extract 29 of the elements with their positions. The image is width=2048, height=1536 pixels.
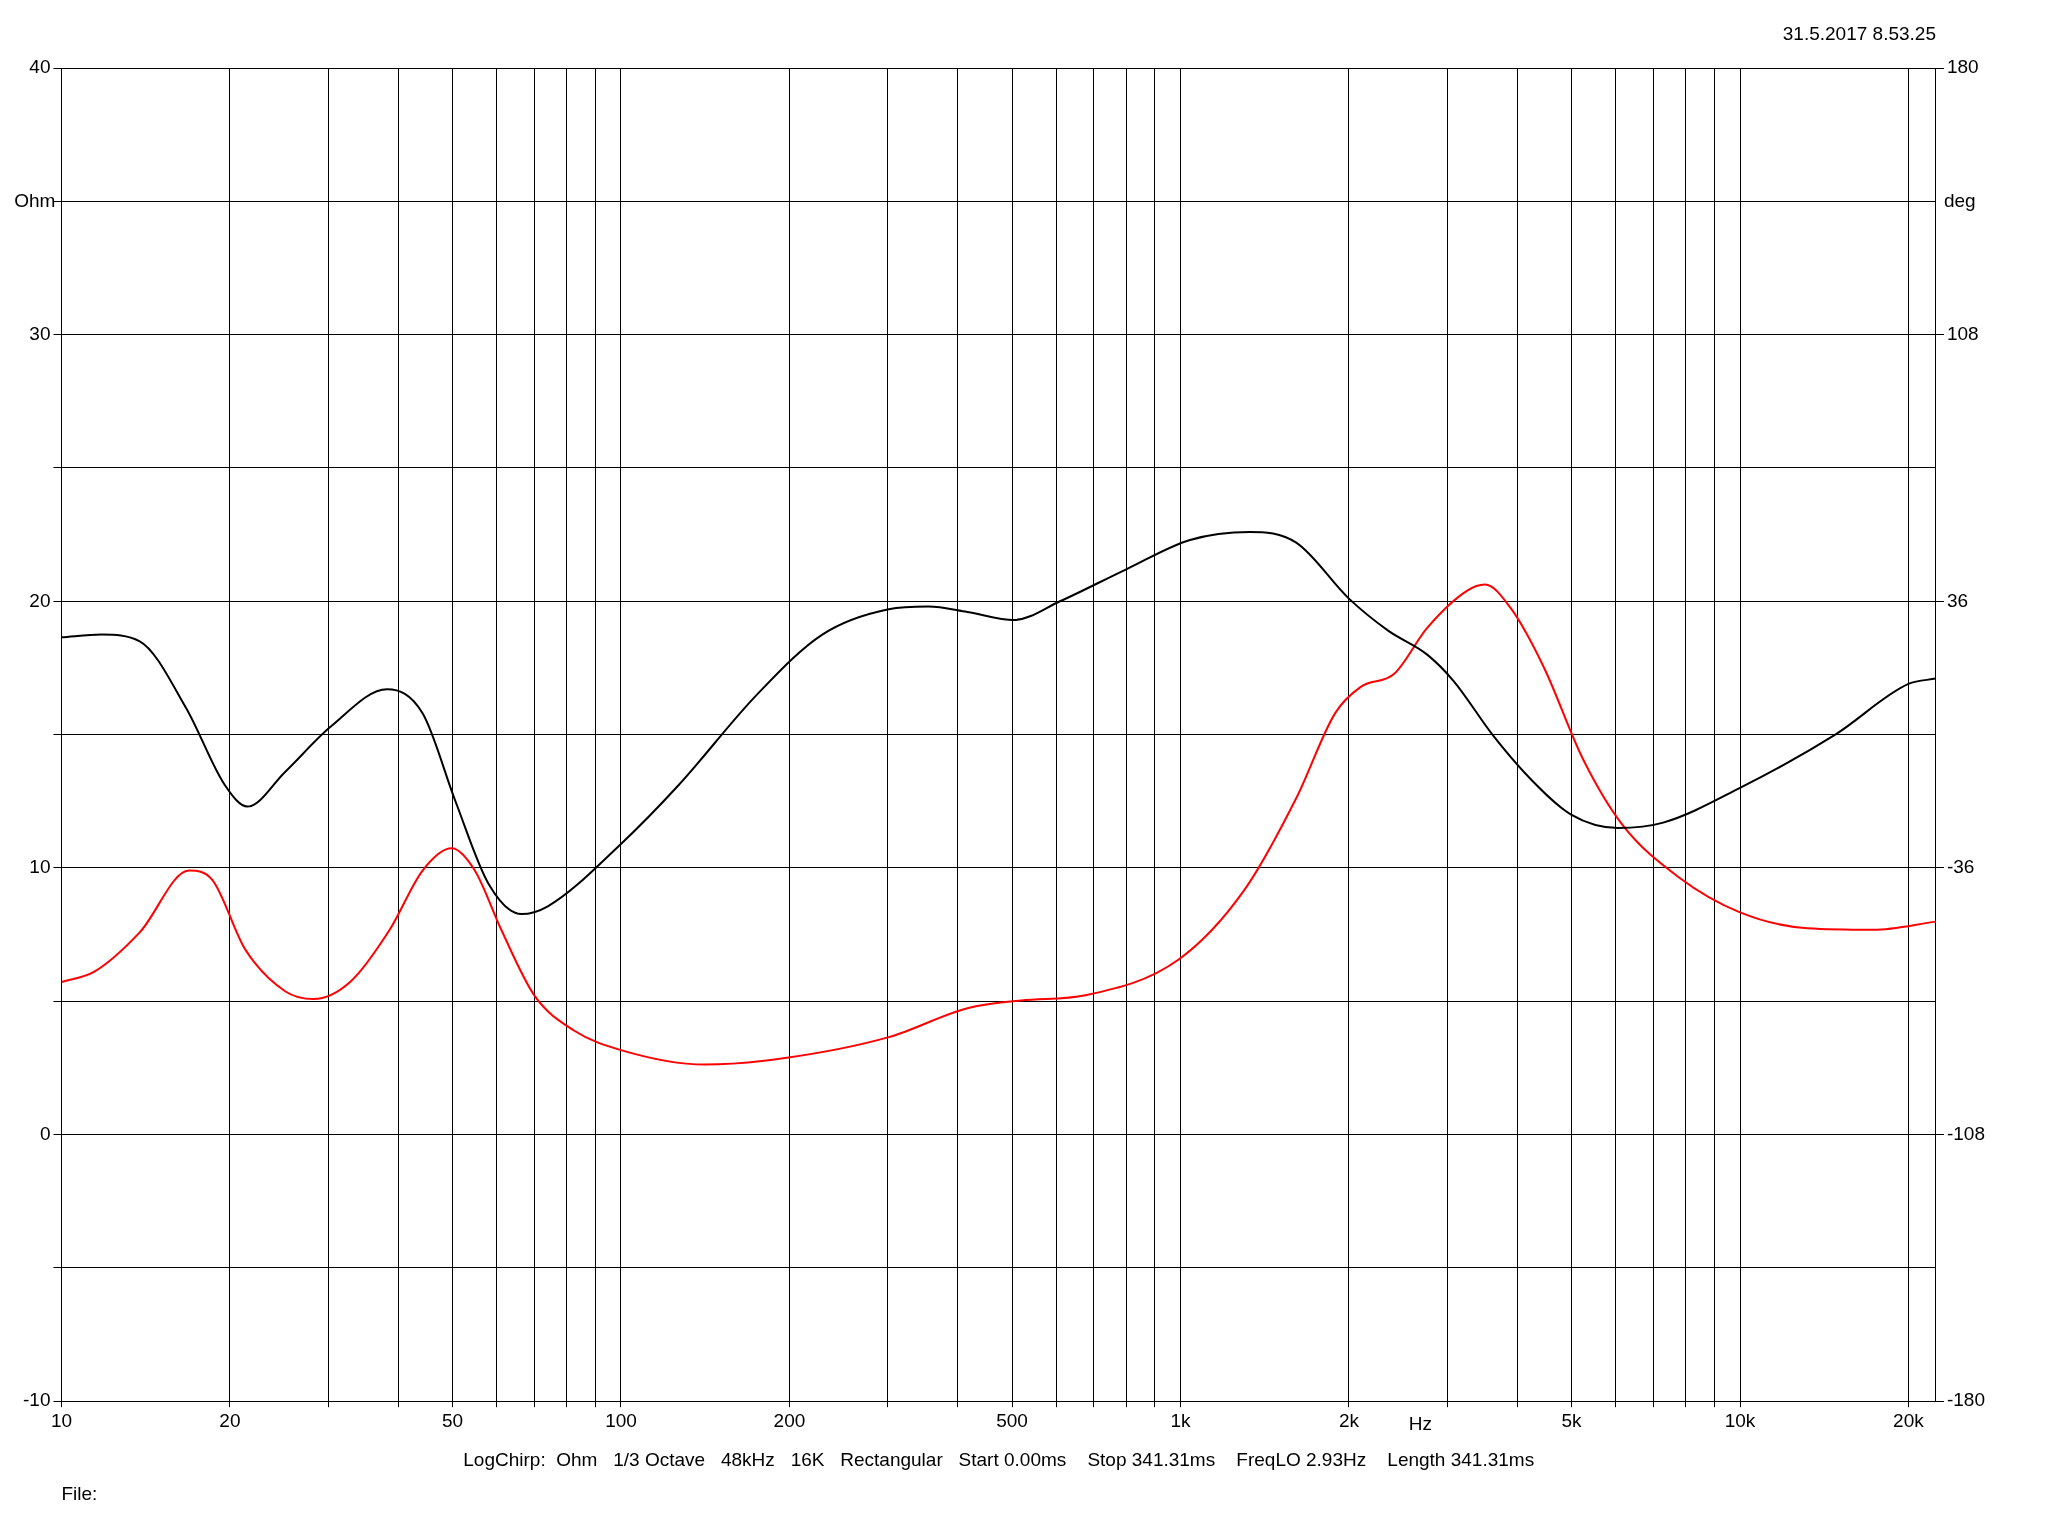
y-axis-title: Ohm [14,189,56,211]
y-tick-label: 10 [29,856,51,878]
x-tick-label: 100 [605,1409,637,1431]
y-tick-label: 40 [29,56,51,78]
y-tick-label: -10 [22,1389,51,1411]
y2-tick-label: -180 [1946,1389,1985,1411]
x-tick-label: 1k [1170,1409,1192,1431]
y2-tick-label: -108 [1946,1122,1985,1144]
y-tick-label: 30 [29,322,51,344]
y2-tick-label: 108 [1946,322,1979,344]
y-tick-label: 20 [29,589,51,611]
text: 31.5.2017 8.53.25 [1782,23,1936,45]
x-tick-label: 10k [1724,1409,1756,1431]
text: LogChirp: Ohm 1/3 Octave 48kHz 16K Rectangular Start 0.00ms Stop 341.31ms FreqLO 2.93Hz Length 341.31ms [463,1449,1535,1471]
y2-tick-label: 36 [1946,589,1969,611]
y2-tick-label: -36 [1946,856,1975,878]
x-tick-label: 2k [1338,1409,1360,1431]
x-tick-label: 50 [441,1409,464,1431]
x-tick-label: 20k [1893,1409,1925,1431]
x-tick-label: 20 [219,1409,241,1431]
text: File: [61,1483,98,1505]
y-tick-label: 0 [39,1122,51,1144]
x-tick-label: 500 [996,1409,1028,1431]
x-tick-label: 10 [50,1409,73,1431]
x-tick-label: 200 [773,1409,806,1431]
x-axis-title: Hz [1408,1413,1433,1435]
x-tick-label: 5k [1561,1409,1583,1431]
y2-axis-title: deg [1943,189,1976,211]
y2-tick-label: 180 [1946,56,1979,78]
